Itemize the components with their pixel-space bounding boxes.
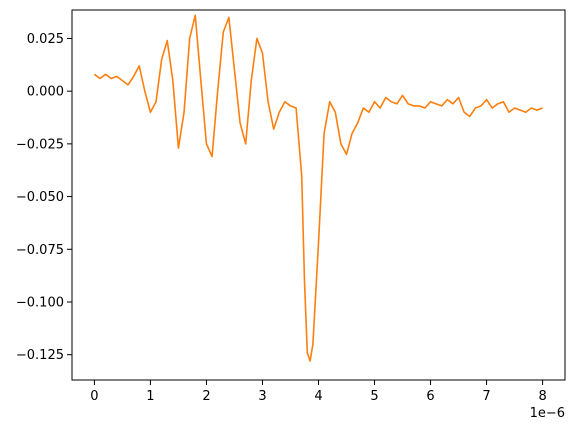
x-tick-label: 5: [370, 389, 378, 404]
y-tick-label: −0.125: [16, 348, 64, 363]
x-tick-label: 7: [482, 389, 490, 404]
series-line-0: [93, 14, 543, 362]
y-tick-label: −0.050: [16, 190, 64, 205]
plot-frame: [71, 9, 566, 381]
x-tick-label: 2: [202, 389, 210, 404]
y-tick-label: 0.025: [27, 32, 64, 47]
y-tick-label: −0.025: [16, 137, 64, 152]
x-tick-label: 4: [314, 389, 322, 404]
x-offset-label: 1e−6: [530, 406, 565, 421]
y-tick-label: 0.000: [27, 85, 64, 100]
y-tick-label: −0.100: [16, 295, 64, 310]
y-tick-label: −0.075: [16, 243, 64, 258]
x-tick-label: 8: [538, 389, 546, 404]
x-tick-label: 3: [258, 389, 266, 404]
plot-series-group: [93, 14, 543, 362]
x-tick-label: 6: [426, 389, 434, 404]
x-tick-label: 1: [146, 389, 154, 404]
axes-group: 0 1 2 3 4 5 6 7 8 0.025 0.000 −0.025 −0.050 −0.075 −0.…: [16, 9, 566, 404]
x-tick-label: 0: [90, 389, 98, 404]
